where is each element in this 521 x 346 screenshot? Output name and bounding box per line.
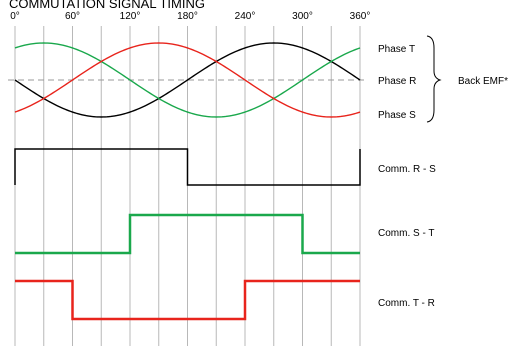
back-emf-wave-r: [14, 42, 361, 118]
signal-wave-st: [15, 213, 360, 255]
angle-tick-label: 180°: [177, 11, 198, 22]
signal-wave-tr: [15, 279, 360, 321]
commutation-signals: [14, 148, 361, 321]
diagram-title: COMMUTATION SIGNAL TIMING: [9, 0, 205, 11]
label-comm-st: Comm. S - T: [378, 228, 434, 239]
gridlines: [14, 26, 361, 346]
label-back-emf: Back EMF*: [458, 76, 508, 87]
back-emf-wave-t: [14, 42, 361, 118]
angle-tick-label: 60°: [65, 11, 80, 22]
angle-tick-labels: 0° 60° 120° 180° 240° 300° 360°: [10, 11, 370, 22]
signal-wave-rs: [14, 148, 361, 186]
label-comm-tr: Comm. T - R: [378, 298, 435, 309]
angle-tick-label: 0°: [10, 11, 20, 22]
label-phase-r: Phase R: [378, 76, 416, 87]
brace-icon: [426, 35, 442, 123]
angle-tick-label: 120°: [120, 11, 141, 22]
label-phase-t: Phase T: [378, 44, 415, 55]
angle-tick-label: 360°: [350, 11, 371, 22]
label-phase-s: Phase S: [378, 110, 416, 121]
label-comm-rs: Comm. R - S: [378, 164, 436, 175]
back-emf-waves: [8, 42, 364, 118]
angle-tick-label: 300°: [292, 11, 313, 22]
back-emf-wave-s: [14, 42, 361, 118]
angle-tick-label: 240°: [235, 11, 256, 22]
